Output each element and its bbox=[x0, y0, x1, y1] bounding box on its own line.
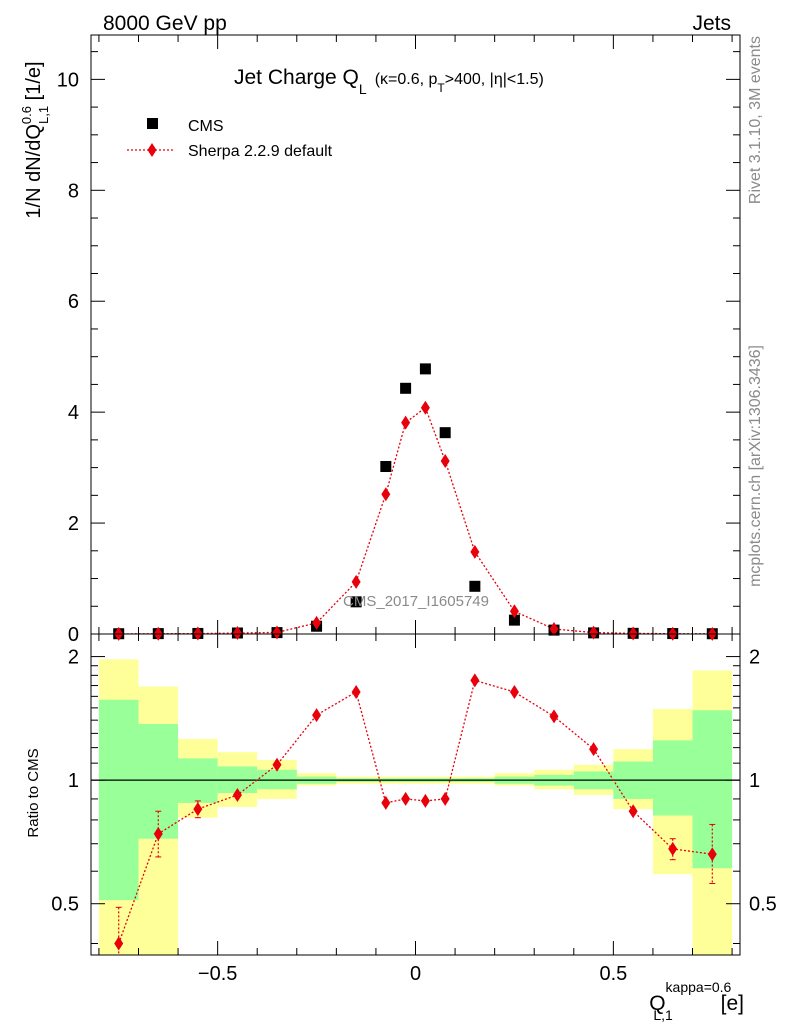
sherpa-ratio-point bbox=[589, 742, 599, 757]
sherpa-ratio-point bbox=[628, 804, 638, 819]
sherpa-ratio-point bbox=[470, 673, 480, 688]
sherpa-ratio-point bbox=[549, 709, 559, 724]
cms-point bbox=[400, 382, 412, 394]
sherpa-point bbox=[589, 625, 599, 640]
sherpa-ratio-point bbox=[381, 795, 391, 810]
y-tick-label-main: 10 bbox=[57, 69, 79, 91]
sherpa-ratio-point bbox=[312, 708, 322, 723]
y-axis-label-ratio: Ratio to CMS bbox=[25, 748, 42, 837]
sherpa-ratio-point bbox=[440, 791, 450, 806]
mcplots-label: mcplots.cern.ch [arXiv:1306.3436] bbox=[747, 345, 764, 587]
ratio-marks: 0.5 0.5 1 1 2 2 −0.5 0 0.5 bbox=[51, 633, 777, 985]
ratio-tick-label-right: 0.5 bbox=[749, 894, 777, 916]
legend: CMS Sherpa 2.2.9 default bbox=[127, 118, 333, 160]
sherpa-ratio-point bbox=[272, 757, 282, 772]
y-axis-label-main: 1/N dN/dQ0.6 L,1 [1/e] bbox=[19, 61, 51, 218]
sherpa-line-main bbox=[118, 406, 713, 635]
ratio-tick-label-left: 2 bbox=[68, 647, 79, 669]
x-axis-label: Qkappa=0.6 L,1 [e] bbox=[649, 979, 744, 1023]
cms-point bbox=[439, 427, 451, 439]
plot-title: Jet Charge QL(κ=0.6, pT>400, |η|<1.5) bbox=[234, 66, 544, 97]
x-tick-label: −0.5 bbox=[198, 963, 237, 985]
y-tick-label-main: 8 bbox=[68, 180, 79, 202]
cms-point bbox=[508, 614, 520, 626]
sherpa-ratio-point bbox=[351, 684, 361, 699]
legend-cms-label: CMS bbox=[188, 118, 224, 135]
uncertainty-band-inner bbox=[98, 699, 139, 901]
sherpa-point bbox=[470, 544, 480, 559]
sherpa-ratio-point bbox=[114, 936, 124, 951]
header-right: Jets bbox=[692, 12, 731, 35]
sherpa-ratio-point bbox=[401, 791, 411, 806]
sherpa-point bbox=[549, 622, 559, 637]
y-tick-label-main: 2 bbox=[68, 513, 79, 535]
legend-sherpa-label: Sherpa 2.2.9 default bbox=[188, 143, 333, 160]
y-tick-label-main: 4 bbox=[68, 402, 79, 424]
rivet-label: Rivet 3.1.10, 3M events bbox=[747, 36, 764, 204]
sherpa-point bbox=[420, 400, 430, 415]
ratio-tick-label-left: 0.5 bbox=[51, 894, 79, 916]
analysis-watermark: CMS_2017_I1605749 bbox=[343, 593, 489, 610]
uncertainty-band-inner bbox=[257, 769, 297, 790]
ratio-panel: 0.5 0.5 1 1 2 2 −0.5 0 0.5 Ratio to CMS bbox=[25, 633, 777, 985]
cms-point bbox=[419, 363, 431, 375]
sherpa-point bbox=[312, 615, 322, 630]
sherpa-ratio-point bbox=[707, 847, 717, 862]
ratio-tick-label-right: 2 bbox=[749, 647, 760, 669]
sherpa-point bbox=[628, 626, 638, 641]
sherpa-line-ratio bbox=[118, 679, 713, 944]
x-tick-label: 0 bbox=[410, 963, 421, 985]
x-tick-label: 0.5 bbox=[599, 963, 627, 985]
main-marks: 0 2 4 6 8 10 bbox=[57, 34, 741, 646]
y-tick-label-main: 6 bbox=[68, 291, 79, 313]
cms-point bbox=[469, 580, 481, 592]
sherpa-ratio-point bbox=[153, 826, 163, 841]
sherpa-point bbox=[381, 487, 391, 502]
sherpa-point bbox=[440, 453, 450, 468]
sherpa-point bbox=[351, 574, 361, 589]
legend-sherpa-marker bbox=[147, 143, 157, 157]
sherpa-point bbox=[509, 604, 519, 619]
cms-point bbox=[350, 596, 362, 608]
sherpa-ratio-point bbox=[668, 841, 678, 856]
uncertainty-band-inner bbox=[138, 724, 179, 839]
sherpa-point bbox=[272, 625, 282, 640]
header-left: 8000 GeV pp bbox=[103, 12, 227, 35]
legend-cms-marker bbox=[147, 118, 158, 129]
main-panel: 0 2 4 6 8 10 CMS_2017_I1605749 Jet Charge QL(… bbox=[19, 34, 741, 646]
sherpa-ratio-point bbox=[420, 793, 430, 808]
sherpa-point bbox=[232, 626, 242, 641]
ratio-tick-label-right: 1 bbox=[749, 770, 760, 792]
cms-point bbox=[380, 461, 392, 473]
sherpa-ratio-point bbox=[232, 788, 242, 803]
sherpa-ratio-point bbox=[193, 802, 203, 817]
y-tick-label-main: 0 bbox=[68, 624, 79, 646]
uncertainty-band-inner bbox=[652, 740, 693, 816]
sherpa-point bbox=[401, 415, 411, 430]
sherpa-ratio-point bbox=[509, 684, 519, 699]
ratio-tick-label-left: 1 bbox=[68, 770, 79, 792]
